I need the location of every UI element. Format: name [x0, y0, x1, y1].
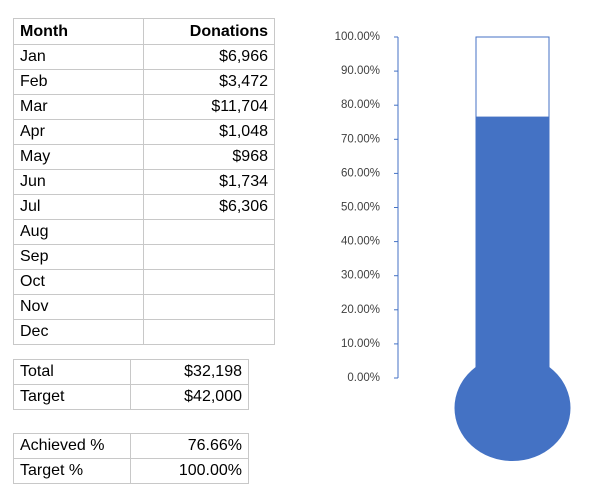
table-cell: Nov — [13, 294, 144, 320]
table-cell: Achieved % — [13, 433, 131, 459]
table-cell: Sep — [13, 244, 144, 270]
table-cell — [143, 244, 275, 270]
table-cell: $1,734 — [143, 169, 275, 195]
table-row: May $968 — [13, 144, 275, 170]
y-tick-label: 40.00% — [341, 236, 380, 248]
y-tick-label: 80.00% — [341, 99, 380, 111]
table-cell: $6,306 — [143, 194, 275, 220]
table-cell: $3,472 — [143, 69, 275, 95]
table-row: Apr $1,048 — [13, 119, 275, 145]
totals-table: Total $32,198 Target $42,000 — [13, 359, 249, 410]
y-tick-label: 60.00% — [341, 167, 380, 179]
table-cell: $1,048 — [143, 119, 275, 145]
table-row: Sep — [13, 244, 275, 270]
y-tick-label: 0.00% — [347, 372, 380, 384]
table-cell: Aug — [13, 219, 144, 245]
fill-level — [476, 116, 549, 388]
table-cell: $968 — [143, 144, 275, 170]
y-tick-label: 50.00% — [341, 202, 380, 214]
table-cell: Target — [13, 384, 131, 410]
y-tick-label: 10.00% — [341, 338, 380, 350]
table-row: Dec — [13, 319, 275, 345]
table-cell: 100.00% — [130, 458, 249, 484]
table-cell: May — [13, 144, 144, 170]
table-cell — [143, 319, 275, 345]
table-cell: $11,704 — [143, 94, 275, 120]
table-cell: Jul — [13, 194, 144, 220]
y-tick-label: 100.00% — [335, 31, 380, 43]
donations-table: Month Donations Jan $6,966 Feb $3,472 Mar $11,7… — [13, 18, 275, 345]
header-cell: Month — [13, 18, 144, 45]
table-row: Target $42,000 — [13, 384, 249, 410]
table-row: Jul $6,306 — [13, 194, 275, 220]
bulb — [454, 355, 571, 461]
table-cell: Mar — [13, 94, 144, 120]
y-tick-label: 30.00% — [341, 270, 380, 282]
table-row: Jan $6,966 — [13, 44, 275, 70]
y-tick-label: 20.00% — [341, 304, 380, 316]
table-cell: Oct — [13, 269, 144, 295]
header-cell: Donations — [143, 18, 275, 45]
table-cell: Target % — [13, 458, 131, 484]
table-cell: $42,000 — [130, 384, 249, 410]
table-row: Target % 100.00% — [13, 458, 249, 484]
y-tick-label: 70.00% — [341, 133, 380, 145]
y-tick-label: 90.00% — [341, 65, 380, 77]
table-row: Aug — [13, 219, 275, 245]
header-row: Month Donations — [13, 18, 275, 45]
table-cell: Jun — [13, 169, 144, 195]
table-row: Mar $11,704 — [13, 94, 275, 120]
table-cell: $6,966 — [143, 44, 275, 70]
table-row: Achieved % 76.66% — [13, 433, 249, 459]
summary-table: Achieved % 76.66% Target % 100.00% — [13, 433, 249, 484]
table-cell: 76.66% — [130, 433, 249, 459]
table-cell: Apr — [13, 119, 144, 145]
table-row: Jun $1,734 — [13, 169, 275, 195]
table-row: Feb $3,472 — [13, 69, 275, 95]
